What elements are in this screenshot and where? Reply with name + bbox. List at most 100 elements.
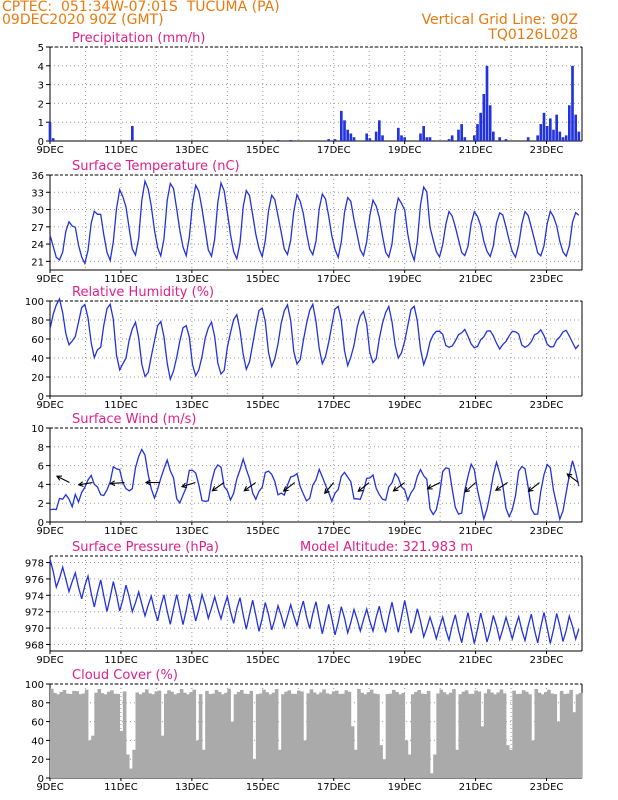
- cloud-bar: [290, 693, 295, 778]
- y-tick-label: 0: [38, 137, 44, 148]
- x-tick-label: 17DEC: [317, 400, 351, 411]
- cloud-bar: [300, 691, 304, 778]
- precip-bar: [577, 131, 581, 141]
- v-grid-wind: [49, 428, 583, 522]
- cloud-bar: [395, 692, 399, 778]
- cloud-bar: [246, 694, 250, 778]
- panel-humidity: Relative Humidity (%) 0 20 40 60 80 100 9DEC 11D…: [25, 285, 583, 411]
- panel-title-pressure: Surface Pressure (hPa): [72, 540, 219, 555]
- y-tick-label: 4: [38, 62, 44, 73]
- cloud-bar: [474, 690, 478, 778]
- cloud-bar: [328, 694, 333, 778]
- cloud-bar: [487, 689, 491, 778]
- cloud-bar: [221, 694, 225, 778]
- cloud-bar: [430, 773, 434, 778]
- cloud-bar: [88, 740, 92, 778]
- y-tick-label: 8: [38, 443, 44, 454]
- wind-vector-head: [55, 475, 63, 481]
- panel-title-temperature: Surface Temperature (nC): [72, 159, 240, 174]
- cloud-bar: [69, 694, 73, 778]
- cloud-bar: [436, 693, 440, 778]
- cloud-bar: [515, 693, 520, 778]
- y-tick-label: 30: [31, 206, 44, 217]
- y-tick-label: 0: [38, 392, 44, 403]
- x-tick-label: 9DEC: [36, 526, 63, 537]
- cloud-bar: [468, 693, 472, 778]
- cloud-bar: [493, 694, 497, 778]
- wind-vector-head: [494, 485, 501, 491]
- cloud-bar: [566, 693, 570, 778]
- x-tick-label: 13DEC: [175, 782, 209, 793]
- cloud-bar: [233, 694, 238, 778]
- cloud-bar: [449, 692, 453, 778]
- precip-bar: [397, 127, 400, 141]
- cloud-bar: [107, 691, 111, 778]
- header-grid-note: Vertical Grid Line: 90Z: [421, 12, 578, 28]
- precip-bar: [289, 140, 292, 141]
- cloud-bar: [268, 694, 273, 778]
- wind-vector-head: [282, 486, 289, 492]
- x-tick-label: 13DEC: [175, 145, 209, 156]
- cloud-bar: [341, 693, 345, 778]
- h-grid-precip: [50, 46, 582, 142]
- cloud-bar: [531, 740, 535, 778]
- x-tick-label: 11DEC: [104, 400, 138, 411]
- wind-vector-head: [243, 485, 250, 492]
- cloud-bar: [186, 694, 190, 778]
- cloud-bar: [243, 693, 247, 778]
- temperature-line: [49, 178, 580, 266]
- cloud-bar: [274, 689, 279, 778]
- x-tick-label: 21DEC: [459, 145, 493, 156]
- cloud-bar: [284, 691, 288, 778]
- cloud-bar: [309, 689, 314, 778]
- wind-vector: [56, 475, 70, 484]
- y-tick-label: 40: [31, 736, 44, 747]
- x-tick-label: 13DEC: [175, 526, 209, 537]
- cloud-bar: [249, 690, 254, 778]
- x-tick-label: 21DEC: [459, 526, 493, 537]
- y-tick-label: 978: [25, 559, 44, 570]
- header-location: CPTEC: 051:34W-07:01S TUCUMA (PA): [2, 0, 280, 15]
- cloud-bar: [287, 690, 292, 778]
- wind-vector: [528, 482, 540, 492]
- cloud-bar: [110, 690, 114, 778]
- x-tick-label: 15DEC: [246, 274, 280, 285]
- cloud-bar: [525, 691, 529, 778]
- cloud-bar: [398, 694, 402, 778]
- cloud-bar: [94, 692, 98, 778]
- y-tick-label: 60: [31, 718, 44, 729]
- cloud-bar: [518, 693, 523, 778]
- precip-bar: [479, 112, 482, 141]
- h-grid-wind: [50, 427, 582, 523]
- cloud-bar: [84, 689, 89, 778]
- precip-bar: [378, 120, 381, 141]
- h-grid-humidity: [50, 300, 582, 397]
- precip-bar: [552, 129, 555, 141]
- cloud-bar: [81, 693, 86, 778]
- cloud-bar: [357, 688, 361, 778]
- wind-vector: [212, 482, 225, 492]
- y-tick-label: 80: [31, 316, 44, 327]
- cloud-bar: [154, 691, 159, 778]
- x-tick-label: 19DEC: [388, 782, 422, 793]
- precip-bar: [482, 94, 486, 141]
- x-tick-label: 23DEC: [530, 655, 564, 666]
- x-tick-label: 19DEC: [388, 526, 422, 537]
- cloud-bar: [385, 694, 390, 778]
- wind-vector-head: [109, 480, 116, 487]
- cloud-bar: [135, 692, 140, 778]
- precip-bar: [526, 137, 530, 141]
- cloud-bar: [126, 754, 130, 778]
- cloud-bar: [417, 690, 421, 778]
- x-tick-label: 19DEC: [388, 145, 422, 156]
- cloud-bar: [306, 693, 311, 778]
- cloud-bar: [404, 740, 409, 778]
- cloud-bar: [78, 694, 83, 778]
- y-tick-label: 27: [31, 223, 44, 234]
- cloud-bar: [119, 731, 124, 778]
- y-tick-label: 20: [31, 755, 44, 766]
- cloud-bar: [373, 693, 377, 778]
- cloud-bar: [62, 689, 67, 778]
- cloud-bar: [138, 694, 143, 778]
